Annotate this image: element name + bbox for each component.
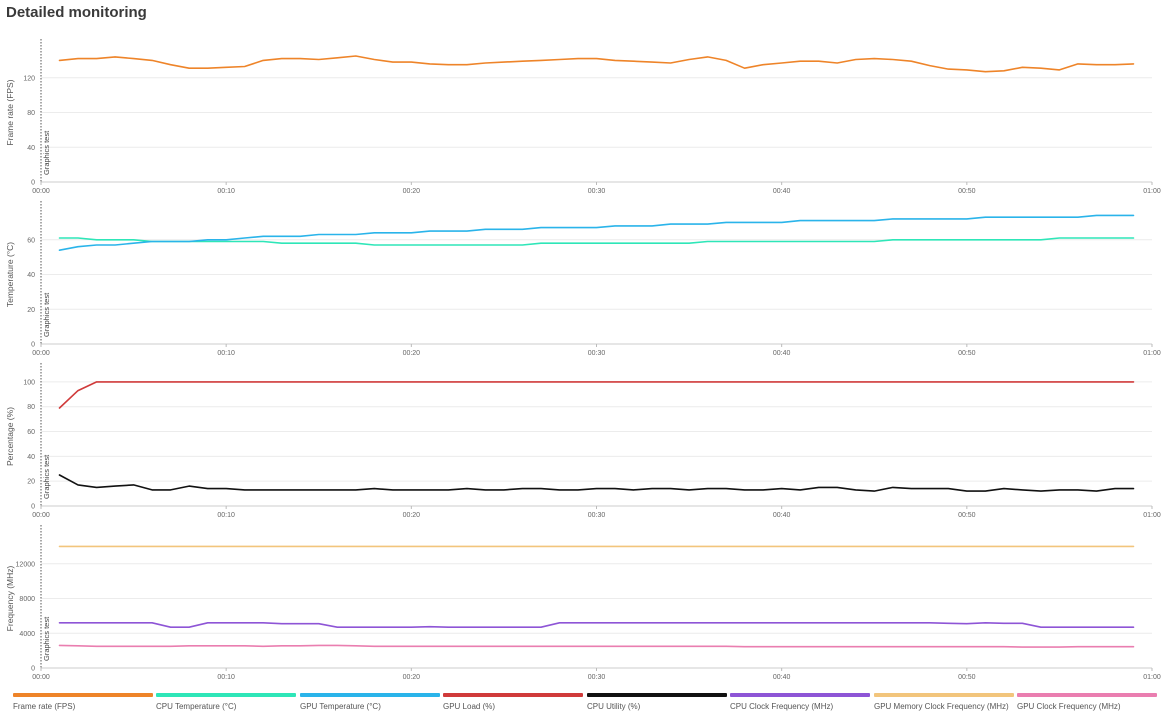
x-tick-label: 00:30 — [588, 350, 606, 357]
legend-label: CPU Temperature (°C) — [156, 702, 237, 711]
legend: Frame rate (FPS) CPU Temperature (°C) GP… — [13, 693, 1161, 717]
y-tick-label: 0 — [31, 666, 35, 673]
y-tick-label: 0 — [31, 180, 35, 187]
y-tick-label: 60 — [27, 237, 35, 244]
legend-swatch — [300, 693, 440, 697]
x-tick-label: 00:50 — [958, 350, 976, 357]
x-tick-label: 00:10 — [217, 188, 235, 195]
x-tick-label: 00:20 — [403, 188, 421, 195]
chart-panel-2: 0 20 40 60 00:00 00:10 00:20 00:30 00:40 00:50 01:… — [5, 201, 1161, 357]
chart-panel-4: 0 4000 8000 12000 00:00 00:10 00:20 00:30 00:40 0… — [5, 525, 1161, 681]
x-tick-label: 00:20 — [403, 512, 421, 519]
x-tick-label: 00:00 — [32, 188, 50, 195]
test-annotation: Graphics test — [42, 130, 51, 175]
legend-swatch — [874, 693, 1014, 697]
legend-label: Frame rate (FPS) — [13, 702, 76, 711]
y-tick-label: 100 — [23, 379, 35, 386]
x-tick-label: 00:30 — [588, 512, 606, 519]
y-axis-label: Frequency (MHz) — [5, 566, 15, 632]
x-tick-label: 00:40 — [773, 350, 791, 357]
legend-label: CPU Utility (%) — [587, 702, 641, 711]
series-line — [58, 381, 1135, 409]
x-tick-label: 00:10 — [217, 350, 235, 357]
y-tick-label: 0 — [31, 342, 35, 349]
x-tick-label: 00:40 — [773, 188, 791, 195]
series-line — [58, 237, 1135, 246]
legend-label: GPU Memory Clock Frequency (MHz) — [874, 702, 1009, 711]
y-tick-label: 20 — [27, 307, 35, 314]
test-annotation: Graphics test — [42, 454, 51, 499]
y-tick-label: 60 — [27, 429, 35, 436]
y-tick-label: 80 — [27, 404, 35, 411]
series-line — [58, 474, 1135, 492]
x-tick-label: 01:00 — [1143, 188, 1161, 195]
x-tick-label: 00:10 — [217, 674, 235, 681]
x-tick-label: 00:20 — [403, 350, 421, 357]
series-line — [58, 644, 1135, 648]
x-tick-label: 00:50 — [958, 674, 976, 681]
test-annotation: Graphics test — [42, 292, 51, 337]
x-tick-label: 00:30 — [588, 188, 606, 195]
legend-item-cpu-utility[interactable]: CPU Utility (%) — [587, 693, 727, 717]
chart-panel-3: 0 20 40 60 80 100 00:00 00:10 00:20 00:30 00:40 00:… — [5, 363, 1161, 519]
legend-item-frame-rate[interactable]: Frame rate (FPS) — [13, 693, 153, 717]
legend-item-gpu-temperature[interactable]: GPU Temperature (°C) — [300, 693, 440, 717]
x-tick-label: 00:50 — [958, 512, 976, 519]
x-tick-label: 00:30 — [588, 674, 606, 681]
y-tick-label: 20 — [27, 479, 35, 486]
y-tick-label: 40 — [27, 454, 35, 461]
x-tick-label: 00:00 — [32, 512, 50, 519]
x-tick-label: 00:10 — [217, 512, 235, 519]
x-tick-label: 01:00 — [1143, 512, 1161, 519]
x-tick-label: 00:00 — [32, 350, 50, 357]
legend-swatch — [13, 693, 153, 697]
y-tick-label: 80 — [27, 110, 35, 117]
test-annotation: Graphics test — [42, 616, 51, 661]
y-axis-label: Percentage (%) — [5, 407, 15, 466]
legend-swatch — [587, 693, 727, 697]
y-tick-label: 0 — [31, 504, 35, 511]
y-tick-label: 4000 — [19, 631, 35, 638]
series-line — [58, 621, 1135, 629]
legend-label: CPU Clock Frequency (MHz) — [730, 702, 834, 711]
x-tick-label: 00:40 — [773, 674, 791, 681]
legend-item-gpu-memory-clock-frequency[interactable]: GPU Memory Clock Frequency (MHz) — [874, 693, 1014, 717]
y-tick-label: 8000 — [19, 596, 35, 603]
page-title: Detailed monitoring — [6, 4, 147, 21]
legend-label: GPU Temperature (°C) — [300, 702, 381, 711]
legend-label: GPU Clock Frequency (MHz) — [1017, 702, 1121, 711]
x-tick-label: 01:00 — [1143, 350, 1161, 357]
y-tick-label: 40 — [27, 145, 35, 152]
x-tick-label: 00:50 — [958, 188, 976, 195]
legend-item-gpu-load[interactable]: GPU Load (%) — [443, 693, 583, 717]
legend-swatch — [1017, 693, 1157, 697]
legend-swatch — [730, 693, 870, 697]
legend-swatch — [443, 693, 583, 697]
legend-item-cpu-clock-frequency[interactable]: CPU Clock Frequency (MHz) — [730, 693, 870, 717]
chart-panel-1: 0 40 80 120 00:00 00:10 00:20 00:30 00:40 00:50 01… — [5, 39, 1161, 195]
y-axis-label: Temperature (°C) — [5, 242, 15, 307]
y-tick-label: 12000 — [16, 561, 36, 568]
x-tick-label: 01:00 — [1143, 674, 1161, 681]
legend-item-gpu-clock-frequency[interactable]: GPU Clock Frequency (MHz) — [1017, 693, 1157, 717]
legend-swatch — [156, 693, 296, 697]
legend-label: GPU Load (%) — [443, 702, 496, 711]
y-tick-label: 40 — [27, 272, 35, 279]
x-tick-label: 00:00 — [32, 674, 50, 681]
y-axis-label: Frame rate (FPS) — [5, 79, 15, 145]
legend-item-cpu-temperature[interactable]: CPU Temperature (°C) — [156, 693, 296, 717]
x-tick-label: 00:40 — [773, 512, 791, 519]
series-line — [58, 55, 1135, 73]
series-line — [58, 214, 1135, 251]
y-tick-label: 120 — [23, 75, 35, 82]
x-tick-label: 00:20 — [403, 674, 421, 681]
